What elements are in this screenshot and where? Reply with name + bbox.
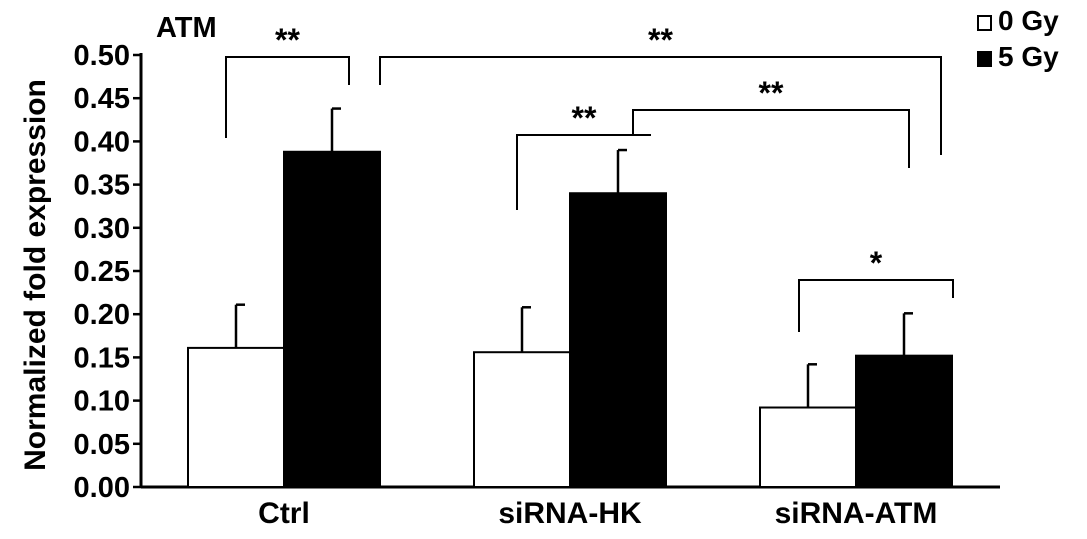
significance-marker: ** (275, 22, 300, 58)
bar-0gy (473, 351, 571, 488)
x-category-label: siRNA-ATM (775, 497, 938, 530)
legend-label: 0 Gy (998, 5, 1059, 36)
legend-swatch-5gy (977, 51, 992, 67)
y-tick-label: 0.45 (74, 83, 130, 115)
significance-marker: ** (648, 22, 673, 58)
significance-bracket (632, 109, 910, 168)
significance-marker: ** (572, 100, 597, 136)
bar-0gy (187, 346, 285, 488)
significance-bracket (798, 279, 954, 332)
significance-bracket (225, 56, 350, 138)
y-tick-label: 0.10 (74, 386, 130, 418)
significance-bracket (516, 134, 651, 210)
chart-title: ATM (156, 12, 217, 44)
y-tick-label: 0.50 (74, 40, 130, 72)
bar-5gy (855, 354, 953, 488)
bar-5gy (283, 150, 381, 488)
y-tick-label: 0.30 (74, 213, 130, 245)
y-tick-label: 0.05 (74, 429, 130, 461)
legend-label: 5 Gy (998, 41, 1059, 72)
y-tick-label: 0.15 (74, 342, 130, 374)
significance-bracket (379, 56, 942, 155)
y-tick-label: 0.40 (74, 126, 130, 158)
x-category-label: siRNA-HK (498, 497, 642, 530)
y-tick-label: 0.25 (74, 256, 130, 288)
axes: 0.00 0.05 0.10 0.15 0.20 0.25 0.30 0.35 0.40 0.45… (74, 40, 1000, 530)
significance-brackets: ** ******* (225, 22, 954, 332)
y-tick-label: 0.00 (74, 472, 130, 504)
bars (187, 107, 953, 489)
y-tick-label: 0.20 (74, 299, 130, 331)
bar-5gy (569, 192, 667, 489)
y-tick-label: 0.35 (74, 170, 130, 202)
bar-0gy (759, 406, 857, 488)
significance-marker: ** (759, 75, 784, 111)
y-axis-label: Normalized fold expression (19, 79, 52, 471)
legend-swatch-0gy (977, 15, 992, 31)
significance-marker: * (870, 245, 883, 281)
x-category-label: Ctrl (258, 497, 310, 530)
legend: 0 Gy 5 Gy (977, 5, 1059, 72)
